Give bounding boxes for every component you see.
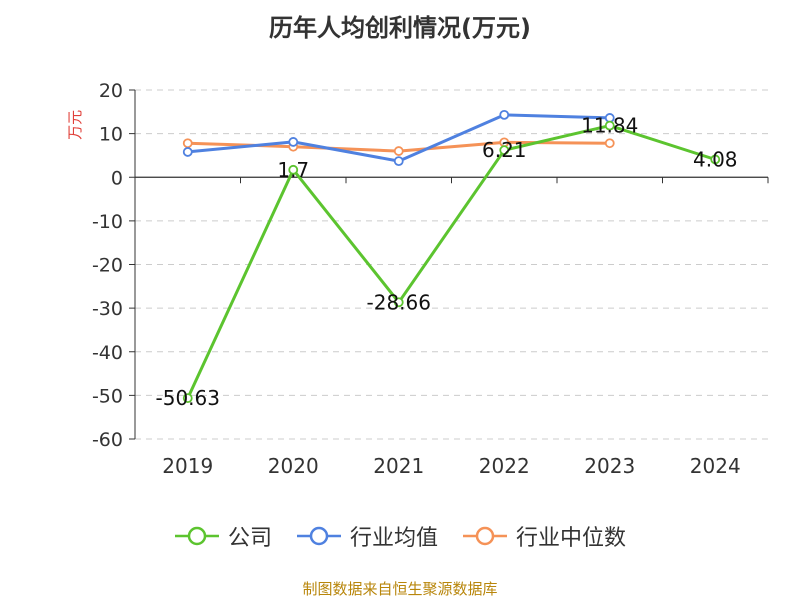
y-axis-title: 万元 — [66, 110, 84, 140]
legend-item-industry-average[interactable]: 行业均值 — [296, 520, 438, 552]
series-point — [393, 297, 404, 308]
x-tick-label: 2023 — [584, 454, 635, 478]
y-tick-label: 0 — [111, 167, 123, 189]
y-tick-label: -30 — [92, 298, 123, 320]
y-tick-label: 20 — [99, 80, 123, 102]
legend-marker-icon — [296, 526, 341, 546]
legend-label: 行业均值 — [349, 526, 438, 551]
data-label: -28.66 — [367, 290, 431, 314]
data-label: 11.84 — [581, 114, 638, 138]
legend-marker-icon — [463, 526, 507, 546]
series-point — [604, 138, 615, 149]
data-label: -50.63 — [156, 386, 220, 410]
y-tick-label: 10 — [99, 124, 123, 146]
series-point — [182, 147, 193, 157]
y-tick-label: -10 — [92, 211, 123, 233]
x-tick-label: 2019 — [162, 454, 213, 478]
series-point — [499, 109, 510, 120]
legend-item-company[interactable]: 公司 — [174, 520, 272, 552]
series-point — [604, 120, 615, 131]
x-tick-label: 2021 — [373, 454, 424, 478]
y-tick-label: -40 — [92, 342, 123, 364]
series-point — [182, 393, 193, 404]
legend: 公司 行业均值 行业中位数 — [0, 520, 800, 552]
series-point — [393, 156, 404, 167]
data-label: 6.21 — [482, 138, 527, 162]
x-tick-label: 2020 — [268, 454, 319, 478]
data-source-footer: 制图数据来自恒生聚源数据库 — [302, 580, 498, 598]
y-tick-label: -60 — [92, 429, 123, 451]
legend-marker-icon — [174, 526, 219, 546]
legend-label: 行业中位数 — [516, 526, 627, 551]
legend-label: 公司 — [227, 526, 272, 551]
series-line — [186, 124, 716, 399]
legend-item-industry-median[interactable]: 行业中位数 — [462, 520, 626, 552]
series-point — [499, 145, 510, 156]
x-tick-label: 2024 — [690, 454, 741, 478]
data-label: 4.08 — [693, 147, 738, 171]
y-tick-label: -50 — [92, 385, 123, 407]
data-label: 1.7 — [277, 158, 309, 182]
y-tick-label: -20 — [92, 255, 123, 277]
chart-title: 历年人均创利情况(万元) — [269, 14, 531, 42]
series-point — [288, 137, 299, 147]
series-point — [182, 138, 193, 149]
x-tick-label: 2022 — [479, 454, 530, 478]
series-point — [710, 154, 721, 165]
series-point — [393, 146, 404, 156]
series-point — [288, 164, 299, 175]
